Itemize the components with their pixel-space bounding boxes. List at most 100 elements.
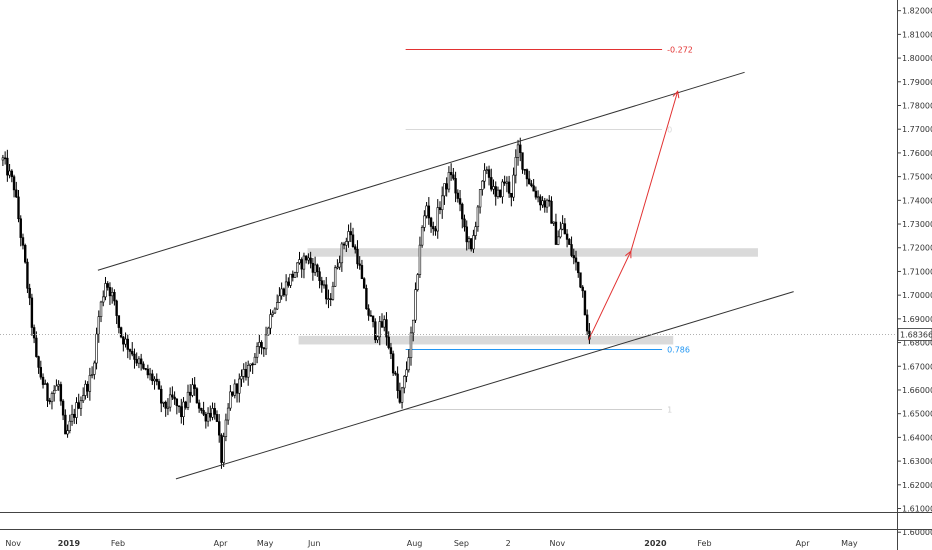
candle[interactable] <box>356 240 359 269</box>
candle[interactable] <box>302 252 306 279</box>
candle[interactable] <box>142 361 145 370</box>
candle[interactable] <box>371 315 375 328</box>
candle[interactable] <box>333 265 337 287</box>
candle[interactable] <box>385 312 388 346</box>
candle[interactable] <box>267 326 270 336</box>
candle[interactable] <box>104 276 107 301</box>
candle[interactable] <box>583 290 587 316</box>
candle[interactable] <box>117 315 121 334</box>
candle[interactable] <box>211 402 214 421</box>
candle[interactable] <box>414 282 417 323</box>
candle[interactable] <box>365 284 368 310</box>
channel-lower-line[interactable] <box>175 291 794 480</box>
candle[interactable] <box>336 259 339 270</box>
candle[interactable] <box>510 192 513 207</box>
candle[interactable] <box>467 236 471 250</box>
candle[interactable] <box>75 397 78 425</box>
candle[interactable] <box>44 379 47 385</box>
candle[interactable] <box>354 244 357 254</box>
candle[interactable] <box>398 382 402 404</box>
candle[interactable] <box>338 255 341 270</box>
candle[interactable] <box>137 356 141 369</box>
candle[interactable] <box>570 236 573 258</box>
candle[interactable] <box>113 289 116 306</box>
candle[interactable] <box>458 190 462 212</box>
candle[interactable] <box>548 195 551 207</box>
candle[interactable] <box>387 331 390 350</box>
candle[interactable] <box>289 273 292 288</box>
price-zone[interactable] <box>307 248 758 257</box>
candle[interactable] <box>527 170 531 185</box>
candle[interactable] <box>264 326 268 356</box>
candle[interactable] <box>84 380 87 400</box>
candle[interactable] <box>534 186 538 200</box>
candle[interactable] <box>224 413 228 442</box>
candle[interactable] <box>322 280 326 289</box>
candle[interactable] <box>425 202 428 219</box>
candle[interactable] <box>539 194 542 211</box>
candle[interactable] <box>325 276 328 305</box>
candle[interactable] <box>258 334 261 354</box>
candle[interactable] <box>423 210 426 232</box>
candle[interactable] <box>291 270 294 282</box>
candle[interactable] <box>476 205 480 232</box>
candle[interactable] <box>416 273 419 292</box>
candle[interactable] <box>351 227 355 248</box>
candle[interactable] <box>581 285 584 298</box>
candle[interactable] <box>498 189 502 199</box>
candle[interactable] <box>436 199 439 239</box>
candle[interactable] <box>403 375 406 394</box>
candle[interactable] <box>102 290 105 307</box>
candle[interactable] <box>186 384 190 411</box>
candle[interactable] <box>90 366 94 379</box>
candle[interactable] <box>512 167 515 202</box>
candle[interactable] <box>26 258 29 294</box>
candle[interactable] <box>200 407 203 414</box>
candle[interactable] <box>253 352 257 366</box>
candle[interactable] <box>505 176 509 193</box>
candle[interactable] <box>300 257 303 278</box>
candle[interactable] <box>271 310 274 318</box>
candle[interactable] <box>400 386 404 409</box>
candle[interactable] <box>503 175 506 186</box>
candle[interactable] <box>146 364 150 379</box>
candle[interactable] <box>135 352 138 367</box>
candle[interactable] <box>182 397 185 426</box>
candle[interactable] <box>304 255 308 264</box>
candle[interactable] <box>50 391 54 410</box>
candle[interactable] <box>1 154 5 167</box>
candle[interactable] <box>358 256 361 270</box>
candle[interactable] <box>93 360 96 380</box>
candle[interactable] <box>507 175 511 198</box>
candle[interactable] <box>405 361 408 383</box>
candle[interactable] <box>449 163 453 181</box>
candle[interactable] <box>585 309 589 336</box>
candle[interactable] <box>195 387 199 404</box>
candle[interactable] <box>318 267 321 289</box>
candle[interactable] <box>472 229 475 253</box>
candle[interactable] <box>48 397 51 405</box>
candle[interactable] <box>88 367 92 401</box>
candle[interactable] <box>307 253 310 265</box>
candle[interactable] <box>280 282 283 300</box>
candle[interactable] <box>226 403 230 425</box>
candle[interactable] <box>474 221 477 240</box>
candle[interactable] <box>128 348 132 360</box>
candle[interactable] <box>447 166 451 193</box>
candle[interactable] <box>284 274 288 302</box>
candle[interactable] <box>420 225 424 248</box>
candle[interactable] <box>19 215 22 247</box>
candle[interactable] <box>565 229 569 248</box>
candle[interactable] <box>412 319 415 342</box>
candle[interactable] <box>481 180 484 196</box>
candle[interactable] <box>552 221 555 226</box>
candle[interactable] <box>157 378 161 390</box>
candle[interactable] <box>380 313 384 328</box>
candle[interactable] <box>6 149 9 182</box>
candle[interactable] <box>559 221 562 239</box>
candle[interactable] <box>349 222 352 243</box>
candle[interactable] <box>456 189 460 203</box>
candle[interactable] <box>501 179 504 204</box>
candle[interactable] <box>39 360 43 380</box>
candle[interactable] <box>543 197 546 213</box>
